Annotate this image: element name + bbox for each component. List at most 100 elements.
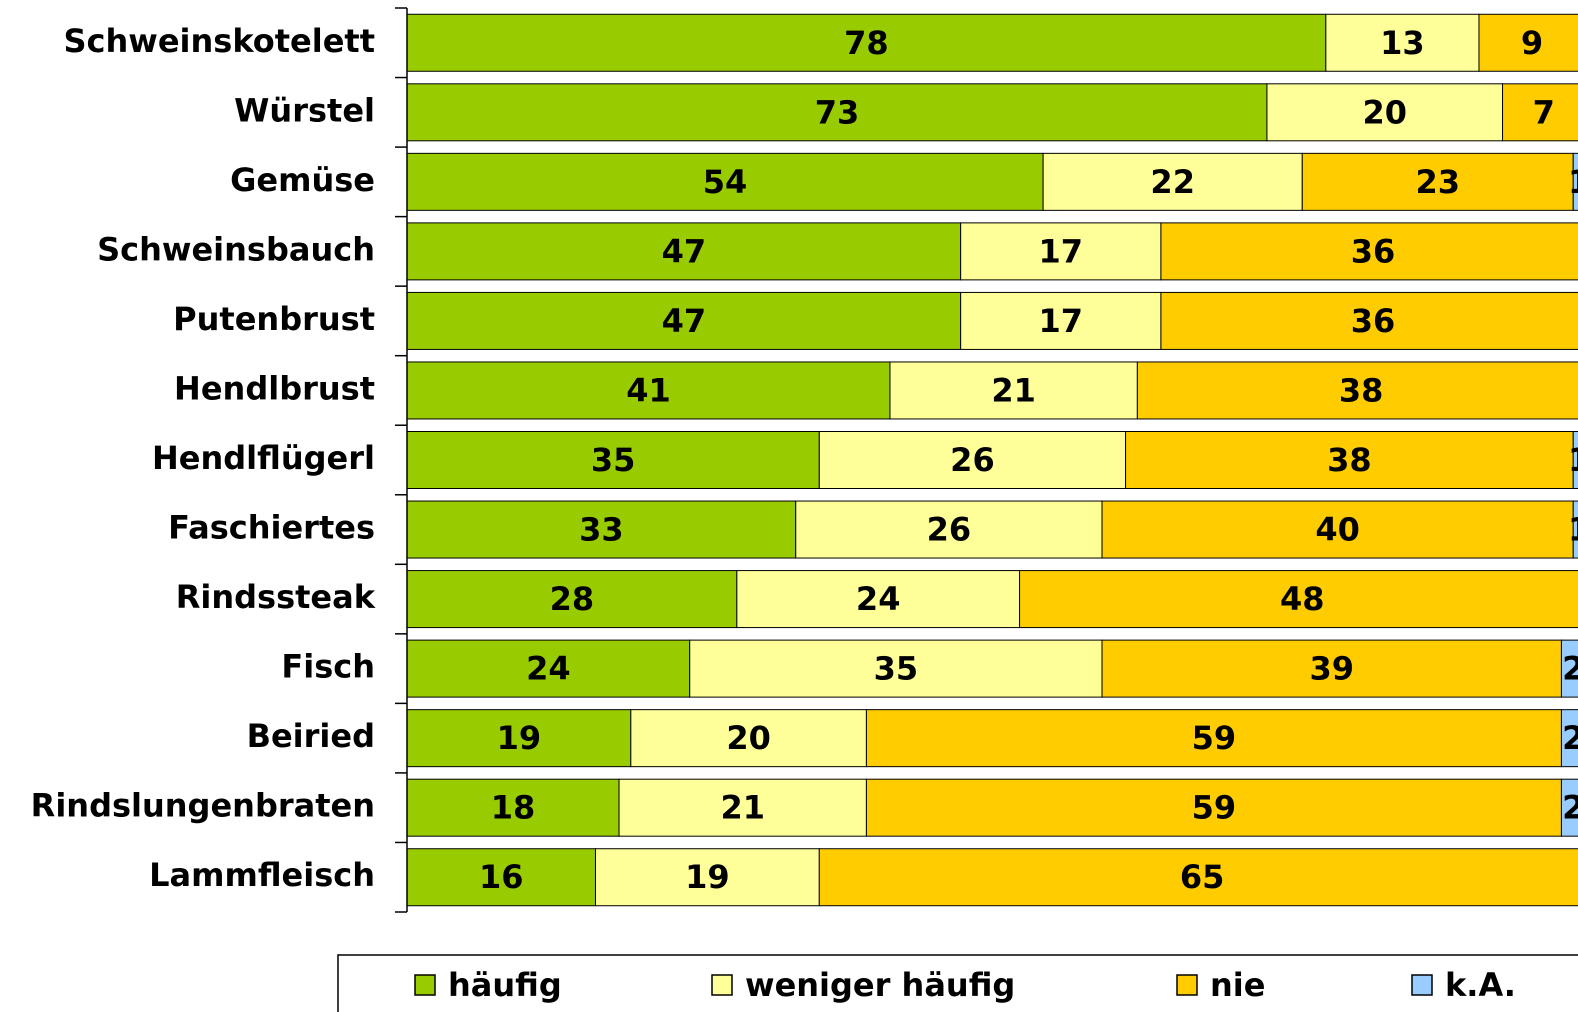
legend-swatch bbox=[1176, 974, 1198, 996]
bar-segment bbox=[406, 778, 620, 837]
bar-segment bbox=[1101, 639, 1562, 698]
data-label: 26 bbox=[927, 511, 972, 549]
data-label: 33 bbox=[579, 511, 624, 549]
data-label: 2 bbox=[1562, 789, 1578, 827]
y-tick-label: Rindslungenbraten bbox=[31, 787, 375, 825]
bar-segment bbox=[818, 431, 1127, 489]
bar-segment bbox=[406, 83, 1268, 142]
legend-label: k.A. bbox=[1445, 966, 1516, 1004]
bar-segment bbox=[1160, 291, 1578, 350]
legend-label: häufig bbox=[448, 966, 562, 1004]
y-tick-label: Schweinsbauch bbox=[97, 230, 375, 268]
data-label: 16 bbox=[479, 858, 524, 896]
data-label: 38 bbox=[1327, 441, 1372, 479]
bar-segment bbox=[1042, 152, 1303, 211]
bar-segment bbox=[1560, 639, 1578, 698]
data-label: 59 bbox=[1192, 719, 1237, 757]
data-label: 23 bbox=[1415, 163, 1460, 201]
data-label: 17 bbox=[1039, 232, 1084, 270]
bar-segment bbox=[406, 639, 691, 698]
data-label: 36 bbox=[1351, 232, 1396, 270]
bar-segment bbox=[818, 848, 1578, 907]
bar-segment bbox=[1301, 152, 1574, 211]
data-label: 78 bbox=[844, 24, 889, 62]
bar-segment bbox=[1101, 500, 1574, 559]
legend-swatch bbox=[1411, 974, 1433, 996]
bar-segment bbox=[406, 13, 1327, 72]
data-label: 21 bbox=[991, 371, 1036, 409]
bar-segment bbox=[406, 361, 891, 420]
data-label: 47 bbox=[662, 232, 707, 270]
data-label: 38 bbox=[1339, 371, 1384, 409]
data-label: 41 bbox=[626, 371, 671, 409]
bar-segment bbox=[1560, 778, 1578, 837]
y-tick-label: Würstel bbox=[234, 91, 375, 129]
data-label: 24 bbox=[856, 580, 901, 618]
bar-segment bbox=[1125, 431, 1574, 489]
bar-segment bbox=[1572, 500, 1578, 559]
data-label: 36 bbox=[1351, 302, 1396, 340]
data-label: 20 bbox=[726, 719, 771, 757]
bar-segment bbox=[795, 500, 1103, 559]
data-label: 2 bbox=[1562, 650, 1578, 688]
data-label: 59 bbox=[1192, 789, 1237, 827]
bar-segment bbox=[630, 709, 867, 768]
data-label: 54 bbox=[703, 163, 748, 201]
legend-swatch bbox=[711, 974, 733, 996]
bar-segment bbox=[406, 222, 962, 281]
data-label: 1 bbox=[1568, 163, 1578, 201]
bar-segment bbox=[1019, 570, 1578, 629]
bar-segment bbox=[406, 709, 632, 768]
bar-segment bbox=[406, 570, 738, 629]
data-label: 48 bbox=[1280, 580, 1325, 618]
data-label: 47 bbox=[662, 302, 707, 340]
data-label: 21 bbox=[720, 789, 765, 827]
bar-segment bbox=[689, 639, 1103, 698]
legend-swatch bbox=[414, 974, 436, 996]
bar-segment bbox=[1502, 83, 1578, 142]
data-label: 26 bbox=[950, 441, 995, 479]
legend-box bbox=[337, 954, 1578, 1012]
data-label: 17 bbox=[1039, 302, 1084, 340]
bar-segment bbox=[889, 361, 1138, 420]
bar-segment bbox=[1478, 13, 1578, 72]
data-label: 39 bbox=[1309, 650, 1354, 688]
bar-segment bbox=[1136, 361, 1578, 420]
bar-segment bbox=[1572, 431, 1578, 489]
bar-segment bbox=[406, 291, 962, 350]
data-label: 22 bbox=[1150, 163, 1195, 201]
data-label: 35 bbox=[591, 441, 636, 479]
data-label: 73 bbox=[815, 93, 860, 131]
y-tick-label: Faschiertes bbox=[168, 509, 375, 547]
bar-segment bbox=[1572, 152, 1578, 211]
bar-segment bbox=[865, 778, 1562, 837]
data-label: 20 bbox=[1362, 93, 1407, 131]
bar-segment bbox=[736, 570, 1021, 629]
data-label: 35 bbox=[874, 650, 919, 688]
data-label: 1 bbox=[1568, 511, 1578, 549]
bar-segment bbox=[1266, 83, 1504, 142]
y-tick-label: Lammfleisch bbox=[149, 856, 375, 894]
bar-segment bbox=[1160, 222, 1578, 281]
data-label: 7 bbox=[1533, 93, 1555, 131]
data-label: 28 bbox=[550, 580, 595, 618]
data-label: 2 bbox=[1562, 719, 1578, 757]
data-label: 13 bbox=[1380, 24, 1425, 62]
y-tick-label: Gemüse bbox=[230, 161, 375, 199]
y-tick-label: Beiried bbox=[247, 717, 375, 755]
data-label: 24 bbox=[526, 650, 571, 688]
bar-segment bbox=[406, 152, 1044, 211]
y-tick-label: Putenbrust bbox=[173, 300, 375, 338]
bar-segment bbox=[406, 500, 797, 559]
data-label: 18 bbox=[491, 789, 536, 827]
bar-segment bbox=[406, 431, 820, 489]
data-label: 1 bbox=[1568, 441, 1578, 479]
data-label: 19 bbox=[685, 858, 730, 896]
bar-segment bbox=[1560, 709, 1578, 768]
legend-label: weniger häufig bbox=[745, 966, 1015, 1004]
bar-segment bbox=[960, 291, 1162, 350]
bar-segment bbox=[1325, 13, 1480, 72]
y-tick-label: Hendlflügerl bbox=[152, 439, 375, 477]
data-label: 65 bbox=[1180, 858, 1225, 896]
